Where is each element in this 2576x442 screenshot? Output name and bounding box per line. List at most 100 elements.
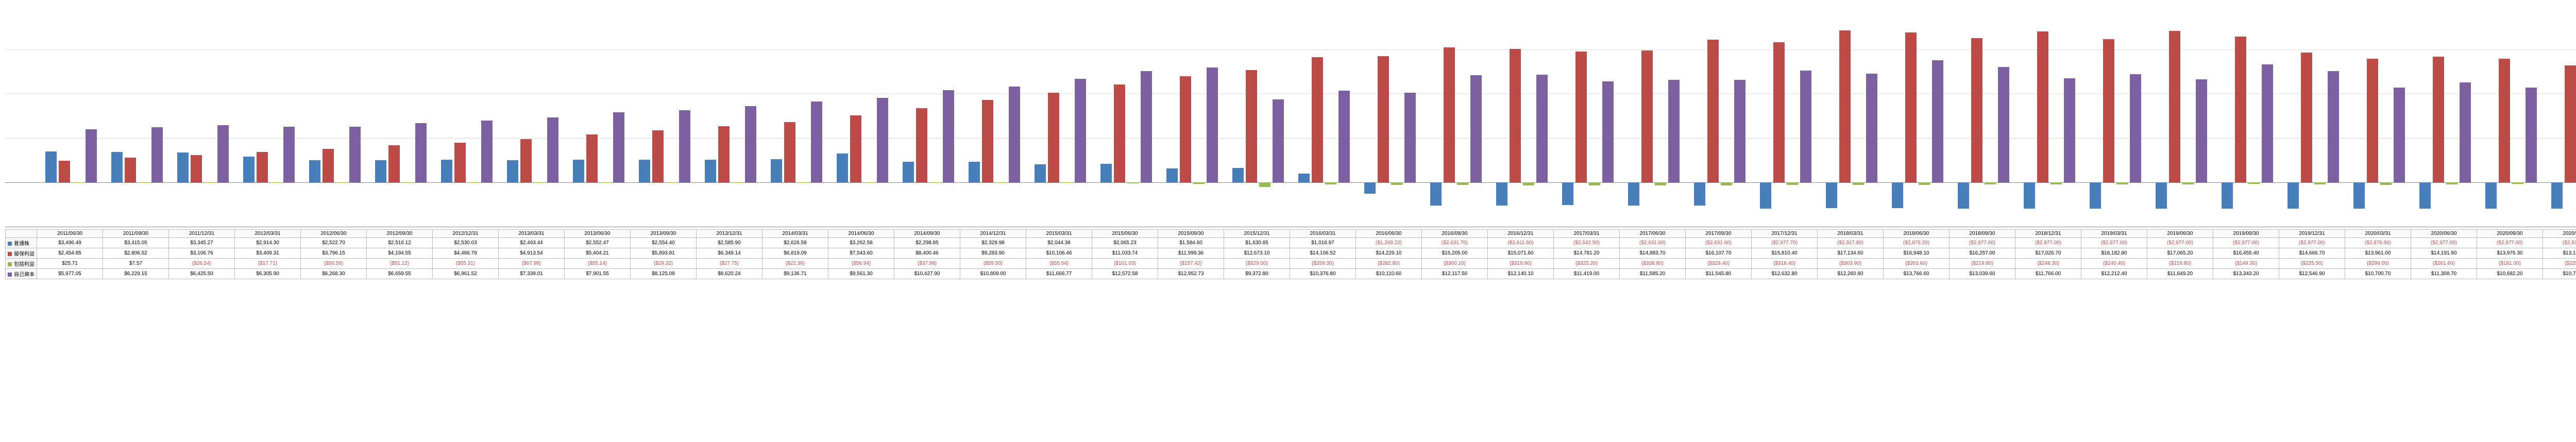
bar-equity bbox=[1273, 99, 1284, 182]
bar-other bbox=[2512, 182, 2523, 184]
bar-other bbox=[929, 182, 941, 183]
table-cell: ($101.03) bbox=[1092, 259, 1158, 269]
table-cell: ($37.99) bbox=[894, 259, 960, 269]
table-col-header: 2012/09/30 bbox=[367, 230, 433, 238]
bar-equity bbox=[1338, 91, 1350, 182]
table-header-row: 2011/06/302011/09/302011/12/312012/03/31… bbox=[6, 230, 2576, 238]
bar-retained bbox=[1641, 50, 1653, 182]
bar-equity bbox=[481, 121, 493, 182]
table-col-header: 2016/12/31 bbox=[1488, 230, 1554, 238]
bar-common bbox=[2090, 182, 2101, 209]
table-cell: ($55.31) bbox=[433, 259, 499, 269]
table-cell: ($2,977.70) bbox=[1752, 238, 1818, 248]
table-cell: $2,554.40 bbox=[631, 238, 697, 248]
bar-other bbox=[2314, 182, 2326, 184]
table-cell: $14,229.10 bbox=[1356, 248, 1422, 259]
bar-common bbox=[1694, 182, 1705, 206]
bar-equity bbox=[1075, 79, 1086, 182]
bar-equity bbox=[2460, 82, 2471, 183]
bar-equity bbox=[1207, 67, 1218, 182]
table-cell: ($338.80) bbox=[1620, 259, 1686, 269]
bar-equity bbox=[349, 127, 361, 182]
bar-retained bbox=[2499, 59, 2510, 182]
table-cell: $2,914.30 bbox=[235, 238, 301, 248]
bar-equity bbox=[1141, 71, 1152, 182]
table-col-header: 2020/03/31 bbox=[2345, 230, 2411, 238]
bar-group bbox=[2020, 5, 2086, 227]
bar-common bbox=[2485, 182, 2497, 209]
table-col-header: 2011/06/30 bbox=[37, 230, 103, 238]
bar-group bbox=[1228, 5, 1294, 227]
table-row-header: 自己資本 bbox=[6, 269, 37, 279]
table-col-header: 2012/12/31 bbox=[433, 230, 499, 238]
table-col-header: 2019/03/31 bbox=[2081, 230, 2147, 238]
bar-other bbox=[1985, 182, 1996, 184]
bar-retained bbox=[520, 139, 532, 183]
table-col-header: 2020/09/30 bbox=[2477, 230, 2543, 238]
bar-other bbox=[1457, 182, 1468, 185]
table-cell: $12,546.90 bbox=[2279, 269, 2345, 279]
table-cell: ($2,977.00) bbox=[2147, 238, 2213, 248]
bar-retained bbox=[2103, 39, 2114, 182]
bar-equity bbox=[1932, 60, 1943, 182]
bar-retained bbox=[2565, 65, 2576, 182]
table-cell: ($51.12) bbox=[367, 259, 433, 269]
bar-retained bbox=[1114, 84, 1125, 182]
bar-group bbox=[1624, 5, 1690, 227]
bar-equity bbox=[811, 101, 822, 182]
bar-common bbox=[771, 159, 782, 182]
table-cell: $6,819.09 bbox=[762, 248, 828, 259]
bar-retained bbox=[784, 122, 795, 182]
table-col-header: 2013/06/30 bbox=[565, 230, 631, 238]
bar-equity bbox=[2196, 79, 2207, 182]
bar-common bbox=[903, 162, 914, 182]
table-cell: $5,404.21 bbox=[565, 248, 631, 259]
bar-retained bbox=[2037, 31, 2048, 182]
table-cell: $15,071.60 bbox=[1488, 248, 1554, 259]
bar-equity bbox=[1734, 80, 1745, 182]
table-cell: ($157.42) bbox=[1158, 259, 1224, 269]
table-cell: ($29.32) bbox=[631, 259, 697, 269]
bar-common bbox=[375, 160, 386, 182]
table-cell: ($263.60) bbox=[1884, 259, 1950, 269]
table-cell: ($240.40) bbox=[2081, 259, 2147, 269]
table-col-header: 2017/03/31 bbox=[1554, 230, 1620, 238]
table-cell: ($529.00) bbox=[1224, 259, 1290, 269]
bar-common bbox=[2419, 182, 2431, 209]
bar-equity bbox=[2262, 64, 2273, 183]
table-cell: ($1,269.22) bbox=[1356, 238, 1422, 248]
bar-group bbox=[2151, 5, 2217, 227]
table-cell: $13,766.60 bbox=[1884, 269, 1950, 279]
bar-other bbox=[1523, 182, 1534, 185]
table-col-header: 2011/12/31 bbox=[169, 230, 235, 238]
table-cell: ($261.60) bbox=[2411, 259, 2477, 269]
table-cell: ($303.90) bbox=[1818, 259, 1884, 269]
bar-equity bbox=[1602, 81, 1614, 182]
bar-other bbox=[1391, 182, 1402, 185]
table-cell: $11,649.20 bbox=[2147, 269, 2213, 279]
table-cell: $2,044.38 bbox=[1026, 238, 1092, 248]
bar-group bbox=[964, 5, 1030, 227]
bar-common bbox=[2551, 182, 2563, 209]
table-cell: $13,976.30 bbox=[2477, 248, 2543, 259]
table-cell: $4,194.55 bbox=[367, 248, 433, 259]
bar-common bbox=[1958, 182, 1969, 209]
table-cell: ($50.56) bbox=[301, 259, 367, 269]
table-cell: $9,136.71 bbox=[762, 269, 828, 279]
bar-other bbox=[995, 182, 1007, 183]
bar-group bbox=[2217, 5, 2283, 227]
bar-retained bbox=[1312, 57, 1323, 182]
table-cell: $12,260.90 bbox=[1818, 269, 1884, 279]
table-cell: $8,400.46 bbox=[894, 248, 960, 259]
table-cell: $10,798.50 bbox=[2543, 269, 2576, 279]
table-cell: $16,182.80 bbox=[2081, 248, 2147, 259]
bar-equity bbox=[2328, 71, 2339, 182]
chart-container: $20,000$15,000$10,000$5,000$0($5,000) 普通… bbox=[5, 5, 2576, 279]
bar-equity bbox=[1009, 87, 1020, 182]
bar-common bbox=[1628, 182, 1639, 206]
bar-group bbox=[371, 5, 437, 227]
data-table: 2011/06/302011/09/302011/12/312012/03/31… bbox=[5, 229, 2576, 279]
bar-equity bbox=[745, 106, 756, 182]
table-cell: $10,376.80 bbox=[1290, 269, 1356, 279]
table-cell: $3,409.31 bbox=[235, 248, 301, 259]
